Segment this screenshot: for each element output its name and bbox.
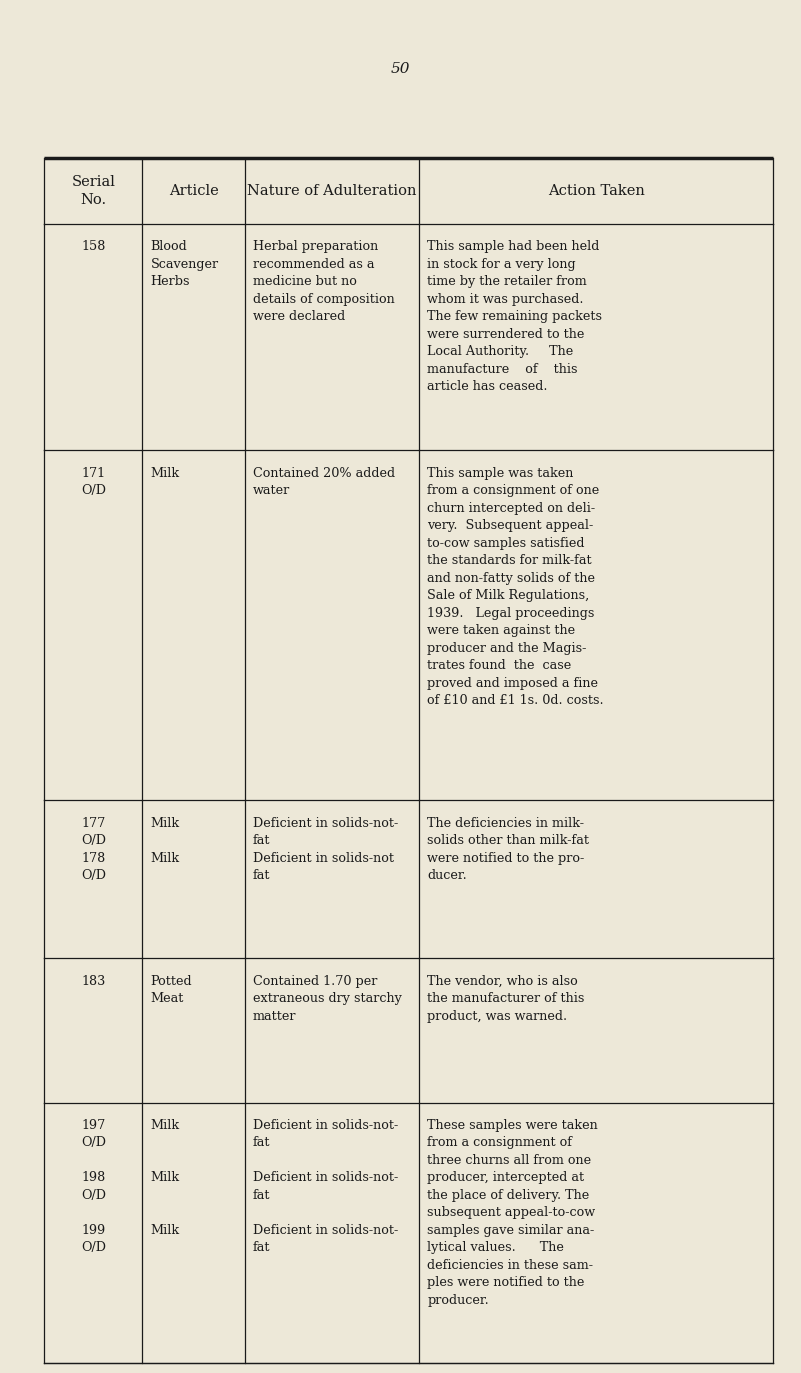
- Text: These samples were taken
from a consignment of
three churns all from one
produce: These samples were taken from a consignm…: [428, 1119, 598, 1307]
- Text: 183: 183: [81, 975, 106, 987]
- Text: 177
O/D
178
O/D: 177 O/D 178 O/D: [81, 817, 106, 883]
- Text: Milk


Milk


Milk: Milk Milk Milk: [151, 1119, 179, 1237]
- Text: Milk

Milk: Milk Milk: [151, 817, 179, 865]
- Text: Herbal preparation
recommended as a
medicine but no
details of composition
were : Herbal preparation recommended as a medi…: [252, 240, 394, 323]
- Text: This sample was taken
from a consignment of one
churn intercepted on deli-
very.: This sample was taken from a consignment…: [428, 467, 604, 707]
- Text: The deficiencies in milk-
solids other than milk-fat
were notified to the pro-
d: The deficiencies in milk- solids other t…: [428, 817, 590, 883]
- Text: 197
O/D

198
O/D

199
O/D: 197 O/D 198 O/D 199 O/D: [81, 1119, 106, 1255]
- Text: Contained 20% added
water: Contained 20% added water: [252, 467, 395, 497]
- Text: Milk: Milk: [151, 467, 179, 479]
- Text: Serial
No.: Serial No.: [71, 174, 115, 207]
- Text: Deficient in solids-not-
fat

Deficient in solids-not-
fat

Deficient in solids-: Deficient in solids-not- fat Deficient i…: [252, 1119, 398, 1255]
- Text: Action Taken: Action Taken: [548, 184, 645, 198]
- Text: Blood
Scavenger
Herbs: Blood Scavenger Herbs: [151, 240, 219, 288]
- Text: 171
O/D: 171 O/D: [81, 467, 106, 497]
- Text: Article: Article: [168, 184, 219, 198]
- Text: Nature of Adulteration: Nature of Adulteration: [248, 184, 417, 198]
- Text: Deficient in solids-not-
fat
Deficient in solids-not
fat: Deficient in solids-not- fat Deficient i…: [252, 817, 398, 883]
- Text: 158: 158: [81, 240, 106, 253]
- Text: The vendor, who is also
the manufacturer of this
product, was warned.: The vendor, who is also the manufacturer…: [428, 975, 585, 1023]
- Text: This sample had been held
in stock for a very long
time by the retailer from
who: This sample had been held in stock for a…: [428, 240, 602, 393]
- Text: 50: 50: [391, 62, 410, 76]
- Text: Potted
Meat: Potted Meat: [151, 975, 192, 1005]
- Text: Contained 1.70 per
extraneous dry starchy
matter: Contained 1.70 per extraneous dry starch…: [252, 975, 401, 1023]
